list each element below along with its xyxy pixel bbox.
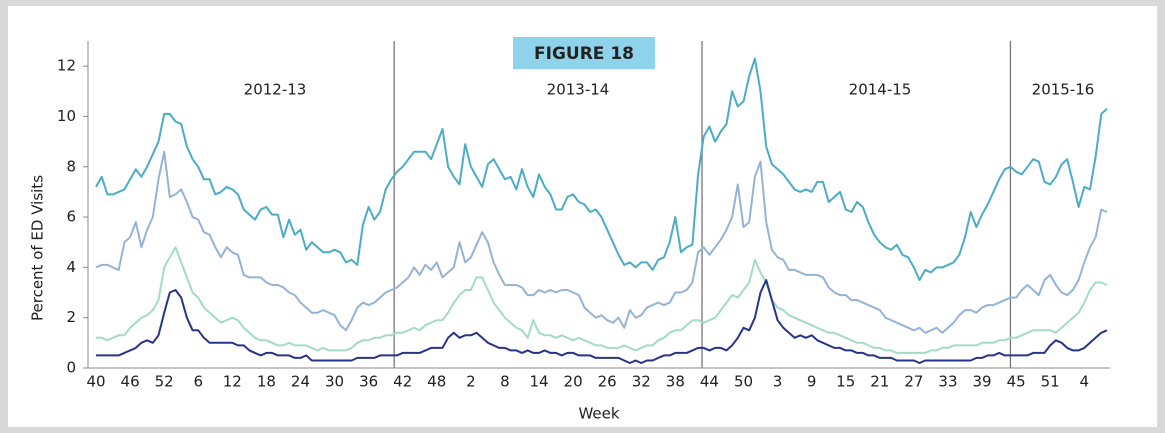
- x-tick-label: 6: [193, 373, 203, 391]
- x-tick-label: 48: [427, 373, 446, 391]
- x-tick-label: 36: [359, 373, 378, 391]
- y-tick-label: 0: [66, 359, 76, 377]
- x-tick-label: 27: [904, 373, 923, 391]
- x-tick-label: 51: [1041, 373, 1060, 391]
- x-tick-label: 18: [257, 373, 276, 391]
- series-line: [95, 150, 1108, 334]
- series-line: [96, 246, 1108, 354]
- y-axis-title: Percent of ED Visits: [29, 175, 47, 321]
- x-tick-label: 3: [773, 373, 783, 391]
- x-tick-label: 40: [86, 373, 105, 391]
- x-tick-label: 8: [500, 373, 510, 391]
- y-tick-label: 6: [66, 208, 76, 226]
- x-tick-label: 14: [529, 373, 548, 391]
- season-label: 2013-14: [547, 81, 610, 99]
- y-tick-label: 10: [57, 107, 76, 125]
- x-tick-label: 20: [564, 373, 583, 391]
- x-tick-label: 21: [870, 373, 889, 391]
- x-tick-label: 50: [734, 373, 753, 391]
- x-tick-label: 12: [223, 373, 242, 391]
- x-tick-label: 38: [666, 373, 685, 391]
- season-label: 2014-15: [849, 81, 912, 99]
- y-tick-label: 4: [66, 258, 76, 276]
- series-line: [96, 279, 1108, 364]
- season-label: 2012-13: [244, 81, 307, 99]
- x-tick-label: 46: [121, 373, 140, 391]
- x-tick-label: 26: [598, 373, 617, 391]
- x-tick-label: 52: [155, 373, 174, 391]
- x-tick-label: 30: [325, 373, 344, 391]
- x-tick-label: 32: [632, 373, 651, 391]
- x-tick-label: 24: [291, 373, 310, 391]
- x-tick-label: 2: [466, 373, 476, 391]
- x-tick-label: 45: [1007, 373, 1026, 391]
- y-tick-label: 8: [66, 157, 76, 175]
- season-label: 2015-16: [1032, 81, 1095, 99]
- x-axis-title: Week: [578, 405, 619, 423]
- x-tick-label: 15: [836, 373, 855, 391]
- x-tick-label: 44: [700, 373, 719, 391]
- series-line: [95, 57, 1108, 281]
- title-box: [513, 37, 655, 69]
- y-tick-label: 2: [66, 308, 76, 326]
- y-tick-label: 12: [57, 57, 76, 75]
- x-tick-label: 39: [972, 373, 991, 391]
- x-tick-label: 33: [938, 373, 957, 391]
- chart-title: FIGURE 18: [534, 44, 634, 64]
- x-tick-label: 42: [393, 373, 412, 391]
- x-tick-label: 4: [1080, 373, 1090, 391]
- x-tick-label: 9: [807, 373, 817, 391]
- panel: [8, 6, 1157, 427]
